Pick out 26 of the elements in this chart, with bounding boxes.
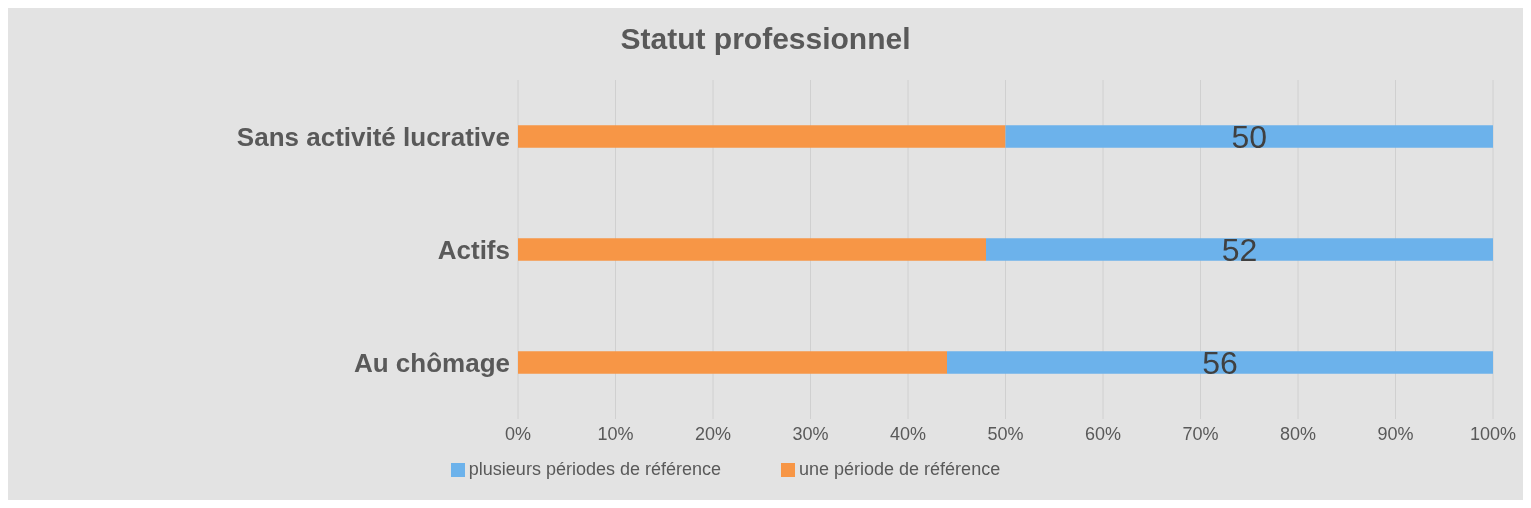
bar [518,238,986,261]
data-label: 56 [1202,344,1238,381]
x-tick-label: 60% [1084,423,1122,444]
bar [1005,125,1493,148]
data-label: 50 [1231,118,1268,155]
y-tick-label: Actifs [437,234,510,265]
x-tick-label: 40% [889,423,927,444]
bar [518,351,947,374]
bar [518,125,1006,148]
data-label: 52 [1221,231,1258,268]
x-tick-label: 80% [1279,423,1317,444]
x-tick-label: 100% [1469,423,1517,444]
x-tick-label: 50% [987,423,1024,444]
x-tick-label: 20% [694,423,732,444]
x-tick-label: 30% [792,423,829,444]
chart-title: Statut professionnel [619,21,912,57]
y-tick-label: Au chômage [353,347,510,378]
bar [986,238,1493,261]
bar [947,351,1493,374]
x-tick-label: 90% [1377,423,1414,444]
legend-label: une période de référence [799,459,1001,479]
x-tick-label: 0% [504,423,532,444]
y-tick-label: Sans activité lucrative [236,121,510,152]
legend-label: plusieurs périodes de référence [468,459,721,479]
x-tick-label: 10% [597,423,634,444]
x-tick-label: 70% [1182,423,1219,444]
